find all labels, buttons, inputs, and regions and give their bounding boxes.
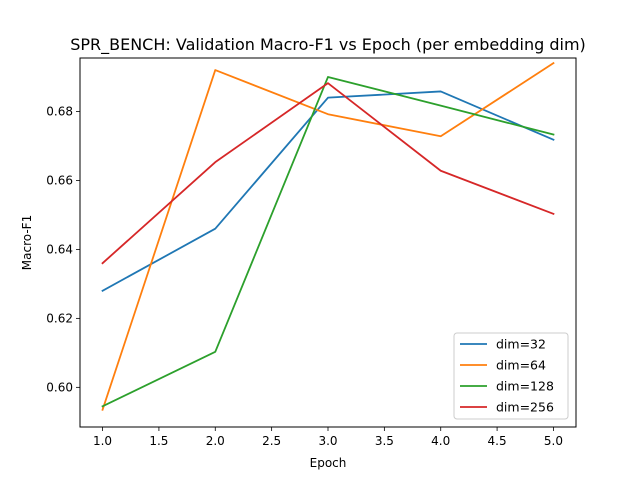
legend-label: dim=32	[496, 337, 546, 352]
series-line-dim-32	[101, 90, 555, 293]
x-tick-label: 5.0	[544, 434, 563, 448]
x-tick-label: 1.5	[149, 434, 168, 448]
x-tick-label: 2.0	[206, 434, 225, 448]
x-tick-label: 2.5	[262, 434, 281, 448]
x-axis-label: Epoch	[310, 456, 347, 470]
y-axis-ticks: 0.60 0.62 0.64 0.66 0.68	[46, 104, 80, 394]
y-tick-label: 0.66	[46, 173, 73, 187]
legend: dim=32 dim=64 dim=128 dim=256	[453, 332, 569, 420]
series-line-dim-64	[101, 61, 555, 411]
x-tick-label: 3.0	[318, 434, 337, 448]
x-tick-label: 4.5	[488, 434, 507, 448]
plot-frame	[79, 57, 577, 428]
chart-title: SPR_BENCH: Validation Macro-F1 vs Epoch …	[70, 35, 586, 55]
legend-label: dim=256	[496, 400, 554, 415]
y-axis-label: Macro-F1	[20, 215, 34, 270]
series-line-dim-256	[101, 82, 555, 265]
y-tick-label: 0.68	[46, 104, 73, 118]
x-tick-label: 4.0	[431, 434, 450, 448]
y-tick-label: 0.64	[46, 242, 73, 256]
legend-label: dim=128	[496, 379, 554, 394]
x-tick-label: 3.5	[375, 434, 394, 448]
x-tick-label: 1.0	[93, 434, 112, 448]
x-axis-ticks: 1.0 1.5 2.0 2.5 3.0 3.5 4.0 4.5 5.0	[93, 427, 563, 448]
y-tick-label: 0.62	[46, 311, 73, 325]
series-line-dim-128	[101, 76, 555, 408]
series-lines	[101, 61, 555, 411]
legend-label: dim=64	[496, 358, 546, 373]
legend-box	[453, 332, 569, 420]
y-tick-label: 0.60	[46, 380, 73, 394]
